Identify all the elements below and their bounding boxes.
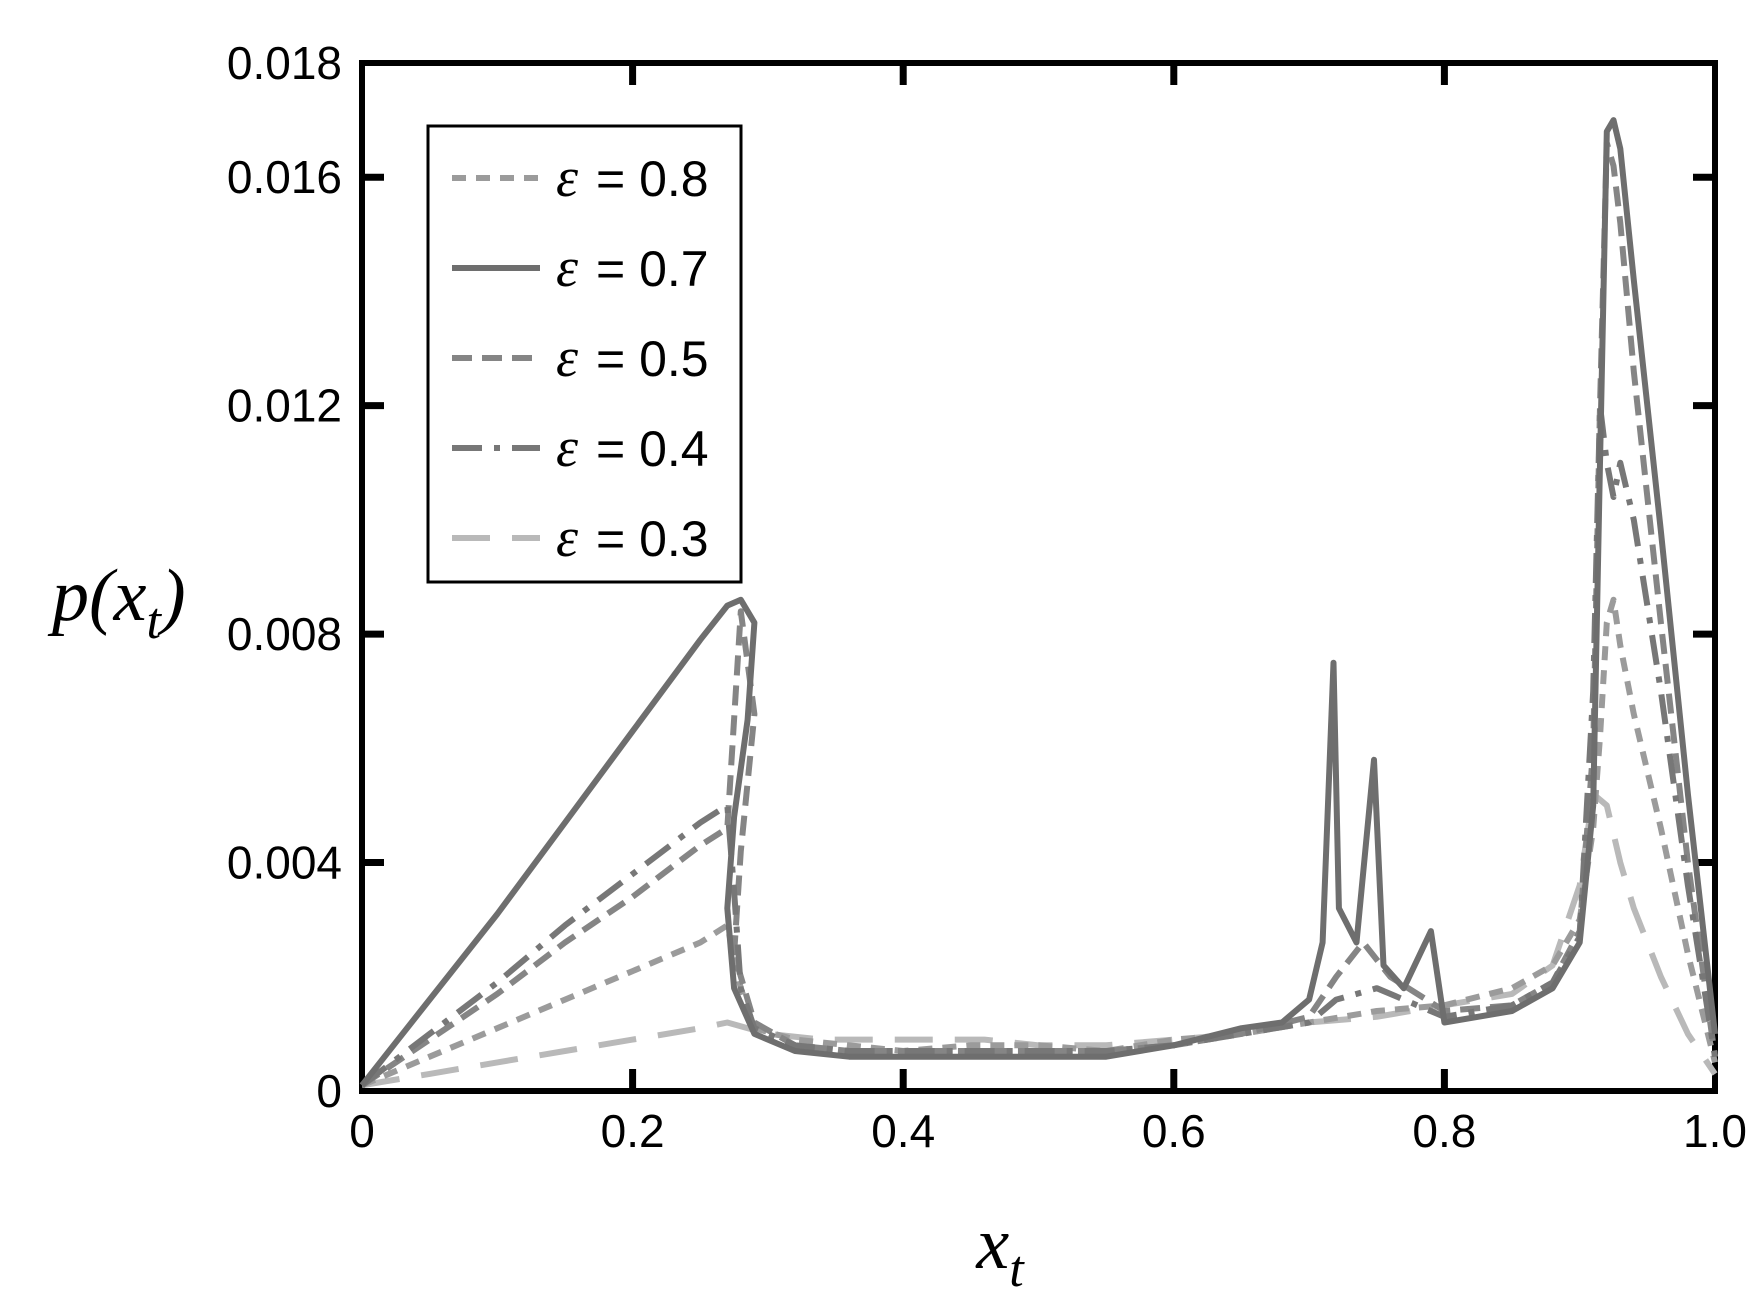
y-tick-label: 0.004 <box>227 837 342 889</box>
y-tick-label: 0.008 <box>227 608 342 660</box>
y-tick-label: 0.016 <box>227 151 342 203</box>
x-axis-label: xt <box>975 1203 1025 1298</box>
legend-label: = 0.4 <box>596 421 709 477</box>
legend-label: = 0.5 <box>596 331 709 387</box>
y-tick-label: 0 <box>316 1065 342 1117</box>
x-tick-label: 0.2 <box>601 1105 665 1157</box>
x-tick-label: 0.8 <box>1412 1105 1476 1157</box>
x-tick-label: 0.4 <box>871 1105 935 1157</box>
y-tick-label: 0.018 <box>227 37 342 89</box>
x-tick-label: 1.0 <box>1683 1105 1747 1157</box>
legend: ε = 0.8 ε = 0.7 ε = 0.5 ε = 0.4 ε = 0.3 <box>426 124 743 584</box>
legend-box <box>426 124 743 584</box>
x-tick-label: 0.6 <box>1142 1105 1206 1157</box>
y-tick-label: 0.012 <box>227 380 342 432</box>
legend-items: ε = 0.8 ε = 0.7 ε = 0.5 ε = 0.4 ε = 0.3 <box>452 147 709 569</box>
tick-marks <box>362 63 1715 1091</box>
series-line-4 <box>361 791 1718 1089</box>
y-axis-label-sub: t <box>147 593 163 650</box>
legend-label: = 0.8 <box>596 151 709 207</box>
y-axis-label-suffix: ) <box>157 555 186 637</box>
series-layer <box>359 117 1718 1094</box>
y-axis-label-prefix: p(x <box>47 555 147 637</box>
x-axis-label-sub: t <box>1009 1241 1025 1298</box>
y-axis-label: p(xt) <box>47 555 186 650</box>
x-tick-label: 0 <box>349 1105 375 1157</box>
tick-labels: 0 0.2 0.4 0.6 0.8 1.0 0 0.004 0.008 0.012 0.016 0.0… <box>227 37 1747 1157</box>
legend-symbol: ε <box>556 507 579 569</box>
legend-label: = 0.7 <box>596 241 709 297</box>
legend-label: = 0.3 <box>596 511 709 567</box>
x-axis-label-main: x <box>975 1203 1009 1285</box>
legend-symbol: ε <box>556 147 579 209</box>
series-line-1 <box>359 117 1718 1088</box>
legend-symbol: ε <box>556 417 579 479</box>
legend-symbol: ε <box>556 237 579 299</box>
legend-symbol: ε <box>556 327 579 389</box>
